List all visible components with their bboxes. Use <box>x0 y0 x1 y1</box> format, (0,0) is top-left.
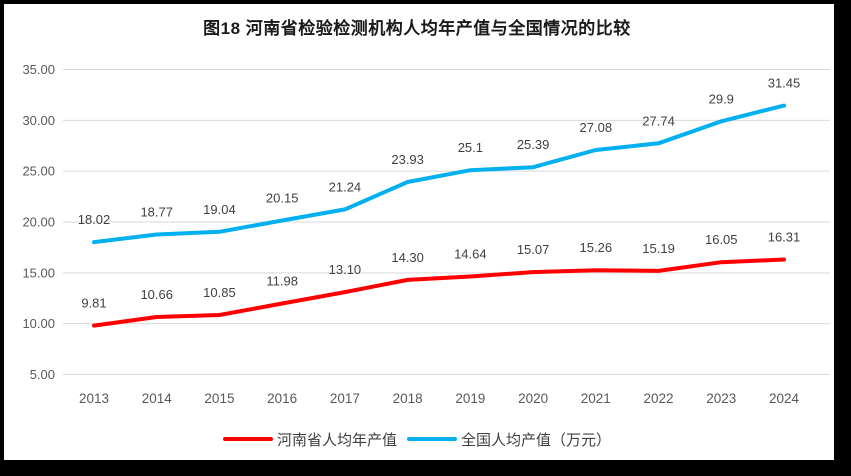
y-axis-tick-label: 5.00 <box>30 367 55 382</box>
y-axis-tick-label: 30.00 <box>22 113 55 128</box>
chart-title: 图18 河南省检验检测机构人均年产值与全国情况的比较 <box>203 19 631 38</box>
frame-border-top <box>0 0 851 4</box>
x-axis-tick-label: 2018 <box>393 391 423 406</box>
data-label: 25.1 <box>458 140 483 155</box>
data-label: 23.93 <box>391 152 424 167</box>
x-axis-tick-label: 2015 <box>204 391 234 406</box>
data-label: 21.24 <box>329 179 362 194</box>
legend-label-henan: 河南省人均年产值 <box>276 431 397 449</box>
x-axis-tick-label: 2024 <box>769 391 800 406</box>
x-axis-tick-label: 2016 <box>267 391 297 406</box>
y-axis-tick-label: 10.00 <box>22 316 55 331</box>
x-axis-tick-label: 2017 <box>330 391 360 406</box>
data-label: 11.98 <box>266 274 298 289</box>
x-axis-tick-label: 2023 <box>706 391 736 406</box>
legend-label-national: 全国人均产值（万元） <box>461 431 612 449</box>
data-label: 18.02 <box>78 212 111 227</box>
data-label: 31.45 <box>768 76 801 91</box>
series-line-1 <box>92 103 786 245</box>
x-axis-tick-label: 2019 <box>455 391 485 406</box>
data-label: 15.07 <box>517 242 550 257</box>
chart-legend: 河南省人均年产值 全国人均产值（万元） <box>0 428 834 450</box>
data-label: 9.81 <box>81 296 106 311</box>
data-label: 16.05 <box>705 232 738 247</box>
frame-border-bottom <box>0 460 851 476</box>
x-axis-tick-label: 2020 <box>518 391 548 406</box>
y-axis-tick-label: 25.00 <box>22 164 55 179</box>
data-label: 19.04 <box>203 202 236 217</box>
data-label: 27.08 <box>580 120 613 135</box>
x-axis-tick-label: 2014 <box>142 391 173 406</box>
data-label: 15.19 <box>642 241 675 256</box>
data-label: 10.85 <box>203 285 236 300</box>
data-label: 10.66 <box>140 287 173 302</box>
series-line-0 <box>92 257 786 328</box>
x-axis-tick-label: 2021 <box>581 391 611 406</box>
legend-swatch-national <box>407 437 457 441</box>
data-label: 15.26 <box>580 240 613 255</box>
y-axis-tick-label: 20.00 <box>22 215 55 230</box>
x-axis-tick-label: 2013 <box>79 391 109 406</box>
data-label: 14.64 <box>454 246 487 261</box>
data-label: 20.15 <box>266 190 299 205</box>
data-label: 29.9 <box>709 91 734 106</box>
y-axis-tick-label: 15.00 <box>22 265 55 280</box>
frame-border-right <box>834 0 851 476</box>
legend-swatch-henan <box>222 437 273 441</box>
data-label: 27.74 <box>642 113 675 128</box>
data-label: 13.10 <box>329 262 362 277</box>
frame-border-left <box>0 0 4 476</box>
data-label: 16.31 <box>768 230 801 245</box>
data-label: 14.30 <box>391 250 424 265</box>
y-axis-tick-label: 35.00 <box>22 62 55 77</box>
x-axis-tick-label: 2022 <box>644 391 674 406</box>
data-label: 18.77 <box>140 205 173 220</box>
data-label: 25.39 <box>517 137 550 152</box>
